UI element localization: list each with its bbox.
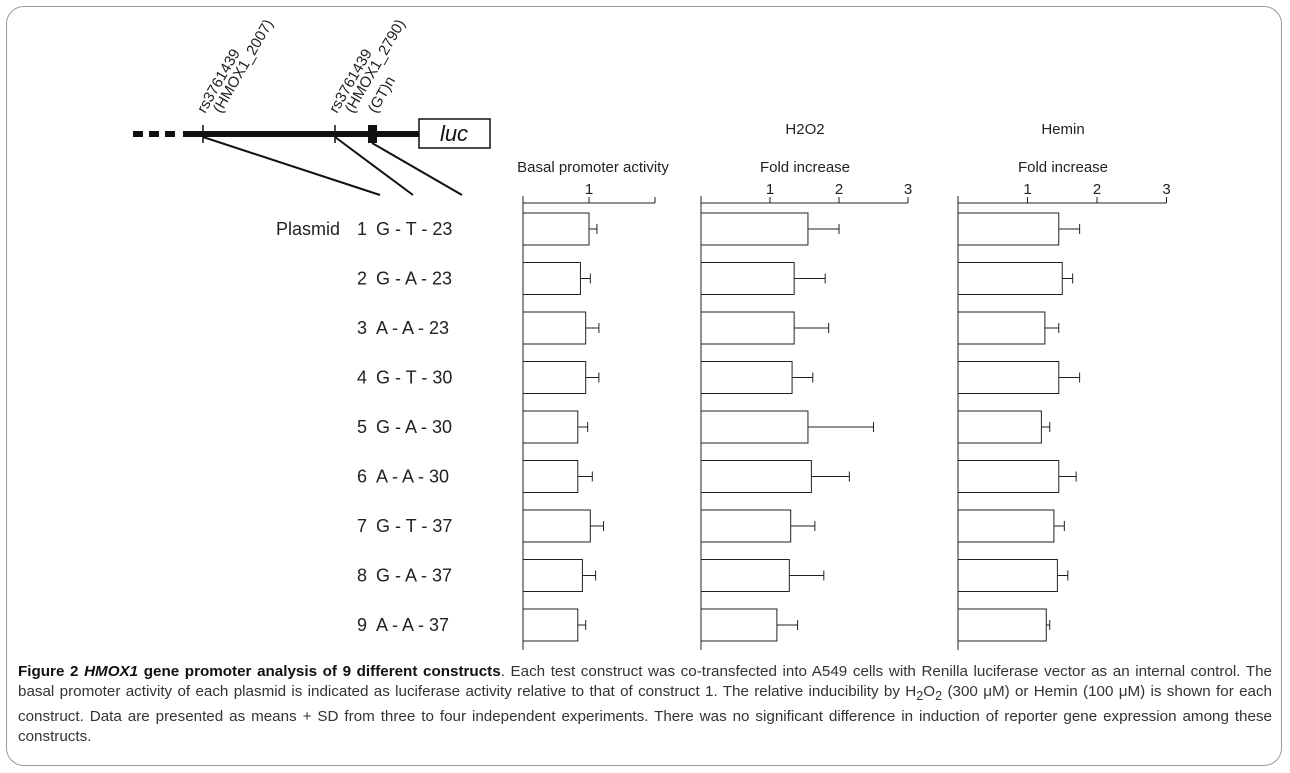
hemin-bar-plasmid-1 — [957, 212, 1060, 246]
plasmid-number: 4 — [357, 368, 367, 388]
hemin-bar-plasmid-7 — [957, 509, 1055, 543]
hemin-panel-title: Hemin — [1041, 121, 1084, 138]
caption-title: gene promoter analysis of 9 different co… — [143, 663, 501, 680]
hemin-bar-plasmid-9 — [957, 608, 1047, 642]
h2o2-tick-label: 2 — [835, 181, 843, 198]
plasmid-number: 9 — [357, 615, 367, 635]
snp1-connector — [202, 136, 381, 196]
basal-activity-panel: Basal promoter activity 1 — [517, 159, 669, 650]
caption-text-b: O — [923, 683, 936, 701]
hemin-tick-label: 1 — [1023, 181, 1031, 198]
h2o2-bar-plasmid-7 — [700, 509, 792, 543]
hemin-bar-plasmid-3 — [957, 311, 1046, 345]
hemin-bar-plasmid-2 — [957, 262, 1063, 295]
hemin-bar-plasmid-4 — [957, 361, 1060, 394]
luc-label: luc — [440, 121, 468, 146]
plasmid-number: 3 — [357, 318, 367, 338]
basal-bar-plasmid-1 — [522, 212, 590, 246]
hemin-tick-label: 3 — [1162, 181, 1170, 198]
h2o2-bar-plasmid-9 — [700, 608, 778, 642]
hemin-bar-plasmid-6 — [957, 460, 1060, 493]
plasmid-number: 7 — [357, 516, 367, 536]
h2o2-bar-plasmid-3 — [700, 311, 795, 345]
plasmid-genotype: A - A - 23 — [376, 318, 449, 338]
basal-bar-plasmid-4 — [522, 361, 587, 394]
plasmid-number: 5 — [357, 417, 367, 437]
h2o2-bar-plasmid-8 — [700, 559, 790, 592]
figure-caption: Figure 2 HMOX1 gene promoter analysis of… — [18, 662, 1272, 747]
h2o2-tick-label: 1 — [766, 181, 774, 198]
basal-bar-plasmid-3 — [522, 311, 587, 345]
basal-bar-plasmid-8 — [522, 559, 583, 592]
upstream-dashes — [133, 131, 175, 137]
h2o2-panel: H2O2 Fold increase 1 2 3 — [700, 121, 912, 650]
h2o2-bar-plasmid-4 — [700, 361, 793, 394]
hemin-bar-plasmid-5 — [957, 410, 1042, 444]
hemin-bar-plasmid-8 — [957, 559, 1058, 592]
hemin-axis-title: Fold increase — [1018, 159, 1108, 176]
basal-bar-plasmid-2 — [522, 262, 581, 295]
plasmid-genotype: A - A - 37 — [376, 615, 449, 635]
figure-frame — [6, 6, 1282, 766]
promoter-diagram: luc rs3761439 (HMOX1_2007) rs3761439 (HM… — [133, 17, 491, 196]
plasmid-genotype: G - T - 23 — [376, 219, 452, 239]
figure-chart: luc rs3761439 (HMOX1_2007) rs3761439 (HM… — [133, 17, 1171, 650]
h2o2-axis-title: Fold increase — [760, 159, 850, 176]
caption-sub-1: 2 — [916, 689, 924, 704]
plasmid-genotype: G - T - 30 — [376, 368, 452, 388]
basal-tick-label: 1 — [585, 181, 593, 198]
hemin-tick-label: 2 — [1093, 181, 1101, 198]
plasmid-number: 2 — [357, 269, 367, 289]
plasmid-genotype: G - T - 37 — [376, 516, 452, 536]
h2o2-bar-plasmid-2 — [700, 262, 795, 295]
plasmid-genotype: G - A - 30 — [376, 417, 452, 437]
h2o2-tick-label: 3 — [904, 181, 912, 198]
caption-text-a: . Each test construct was co-transfected… — [18, 663, 1272, 701]
plasmid-rows: 1 G - T - 23 2 G - A - 23 3 A - A - 23 4 G - T … — [357, 219, 452, 635]
promoter-line — [183, 131, 419, 137]
caption-gene-name: HMOX1 — [84, 663, 139, 680]
snp2-connector — [334, 136, 414, 196]
plasmid-prefix-label: Plasmid — [276, 219, 340, 239]
plasmid-genotype: G - A - 37 — [376, 566, 452, 586]
basal-bar-plasmid-7 — [522, 509, 591, 543]
gt-connector — [371, 142, 463, 196]
h2o2-bar-plasmid-5 — [700, 410, 809, 444]
plasmid-genotype: A - A - 30 — [376, 467, 449, 487]
basal-axis-title: Basal promoter activity — [517, 159, 669, 176]
h2o2-bar-plasmid-1 — [700, 212, 809, 246]
luc-box — [418, 118, 491, 149]
h2o2-bar-plasmid-6 — [700, 460, 812, 493]
hemin-panel: Hemin Fold increase 1 2 3 — [957, 121, 1171, 650]
basal-bar-plasmid-9 — [522, 608, 579, 642]
gt-repeat-box — [368, 125, 377, 143]
caption-figure-label: Figure 2 — [18, 663, 79, 680]
h2o2-panel-title: H2O2 — [785, 121, 824, 138]
plasmid-number: 6 — [357, 467, 367, 487]
basal-bar-plasmid-5 — [522, 410, 579, 444]
caption-text-c: (300 μM) or Hemin (100 μM) is shown for … — [18, 683, 1273, 745]
plasmid-genotype: G - A - 23 — [376, 269, 452, 289]
plasmid-number: 8 — [357, 566, 367, 586]
caption-sub-2: 2 — [935, 689, 943, 704]
plasmid-number: 1 — [357, 219, 367, 239]
basal-bar-plasmid-6 — [522, 460, 579, 493]
